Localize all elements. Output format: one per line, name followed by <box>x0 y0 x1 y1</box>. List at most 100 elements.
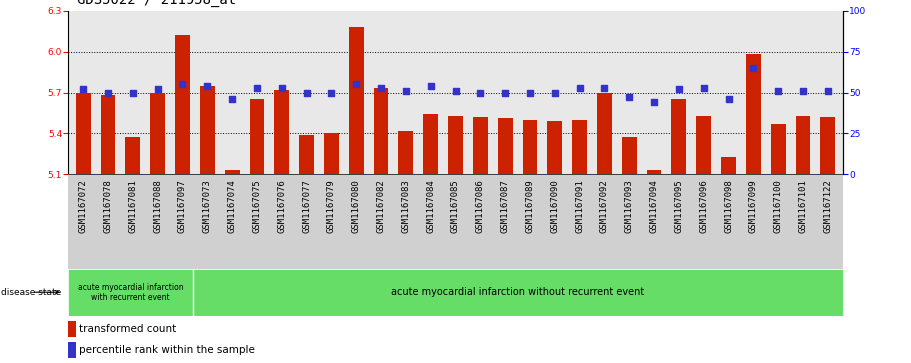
Bar <box>100 95 116 174</box>
Bar <box>250 99 264 174</box>
Bar <box>424 114 438 174</box>
Bar <box>398 131 414 174</box>
Bar <box>473 117 487 174</box>
Text: GSM1167079: GSM1167079 <box>327 179 336 233</box>
Point <box>324 90 339 95</box>
Point <box>722 96 736 102</box>
Point <box>349 82 363 87</box>
Point <box>126 90 140 95</box>
Bar <box>795 116 811 174</box>
Text: GSM1167078: GSM1167078 <box>104 179 113 233</box>
Point <box>424 83 438 89</box>
Text: GSM1167080: GSM1167080 <box>352 179 361 233</box>
Point <box>497 90 512 95</box>
Text: GSM1167096: GSM1167096 <box>699 179 708 233</box>
Text: GSM1167122: GSM1167122 <box>824 179 833 233</box>
Bar <box>274 90 289 174</box>
Bar <box>68 269 193 316</box>
Point <box>821 88 835 94</box>
Text: GSM1167087: GSM1167087 <box>501 179 509 233</box>
Bar <box>68 321 77 337</box>
Text: GSM1167090: GSM1167090 <box>550 179 559 233</box>
Text: GSM1167085: GSM1167085 <box>451 179 460 233</box>
Text: GSM1167101: GSM1167101 <box>798 179 807 233</box>
Bar <box>126 138 140 174</box>
Bar <box>722 156 736 174</box>
Bar <box>746 54 761 174</box>
Bar <box>572 120 587 174</box>
Text: GSM1167100: GSM1167100 <box>773 179 783 233</box>
Bar <box>497 118 513 174</box>
Point <box>76 86 90 92</box>
Text: GSM1167097: GSM1167097 <box>178 179 187 233</box>
Text: GSM1167072: GSM1167072 <box>78 179 87 233</box>
Bar <box>150 93 165 174</box>
Point <box>150 86 165 92</box>
Text: acute myocardial infarction without recurrent event: acute myocardial infarction without recu… <box>392 287 645 297</box>
Point <box>622 95 637 101</box>
Bar <box>548 121 562 174</box>
Bar <box>374 89 388 174</box>
Point <box>374 85 388 91</box>
Point <box>647 99 661 105</box>
Bar <box>175 35 189 174</box>
Bar <box>193 269 843 316</box>
Text: GSM1167092: GSM1167092 <box>600 179 609 233</box>
Point <box>448 88 463 94</box>
Bar <box>200 86 215 174</box>
Bar <box>324 133 339 174</box>
Bar <box>448 116 463 174</box>
Text: GSM1167095: GSM1167095 <box>674 179 683 233</box>
Text: GSM1167084: GSM1167084 <box>426 179 435 233</box>
Point <box>399 88 414 94</box>
Text: GDS5022 / 211958_at: GDS5022 / 211958_at <box>77 0 237 7</box>
Text: GSM1167099: GSM1167099 <box>749 179 758 233</box>
Bar <box>622 138 637 174</box>
Point <box>101 90 116 95</box>
Point <box>696 85 711 91</box>
Text: disease state: disease state <box>2 288 62 297</box>
Text: GSM1167094: GSM1167094 <box>650 179 659 233</box>
Text: GSM1167093: GSM1167093 <box>625 179 634 233</box>
Text: GSM1167074: GSM1167074 <box>228 179 237 233</box>
Point <box>597 85 611 91</box>
Text: GSM1167086: GSM1167086 <box>476 179 485 233</box>
Point <box>300 90 314 95</box>
Point <box>175 82 189 87</box>
Point <box>473 90 487 95</box>
Text: GSM1167076: GSM1167076 <box>277 179 286 233</box>
Point <box>572 85 587 91</box>
Bar <box>597 93 612 174</box>
Point <box>548 90 562 95</box>
Point <box>771 88 785 94</box>
Point <box>746 65 761 71</box>
Bar <box>68 342 77 358</box>
Bar <box>523 120 537 174</box>
Point <box>274 85 289 91</box>
Bar <box>671 99 686 174</box>
Text: GSM1167082: GSM1167082 <box>376 179 385 233</box>
Text: acute myocardial infarction
with recurrent event: acute myocardial infarction with recurre… <box>78 282 184 302</box>
Bar <box>299 135 314 174</box>
Text: GSM1167088: GSM1167088 <box>153 179 162 233</box>
Point <box>225 96 240 102</box>
Text: GSM1167089: GSM1167089 <box>526 179 535 233</box>
Text: GSM1167073: GSM1167073 <box>203 179 212 233</box>
Bar <box>647 170 661 174</box>
Point <box>795 88 810 94</box>
Text: GSM1167098: GSM1167098 <box>724 179 733 233</box>
Bar <box>771 124 785 174</box>
Text: GSM1167077: GSM1167077 <box>302 179 311 233</box>
Point <box>200 83 215 89</box>
Point <box>523 90 537 95</box>
Text: GSM1167091: GSM1167091 <box>575 179 584 233</box>
Bar <box>349 27 363 174</box>
Bar <box>225 170 240 174</box>
Text: transformed count: transformed count <box>79 324 177 334</box>
Point <box>250 85 264 91</box>
Text: GSM1167075: GSM1167075 <box>252 179 261 233</box>
Text: percentile rank within the sample: percentile rank within the sample <box>79 345 255 355</box>
Text: GSM1167081: GSM1167081 <box>128 179 138 233</box>
Text: GSM1167083: GSM1167083 <box>402 179 410 233</box>
Point <box>671 86 686 92</box>
